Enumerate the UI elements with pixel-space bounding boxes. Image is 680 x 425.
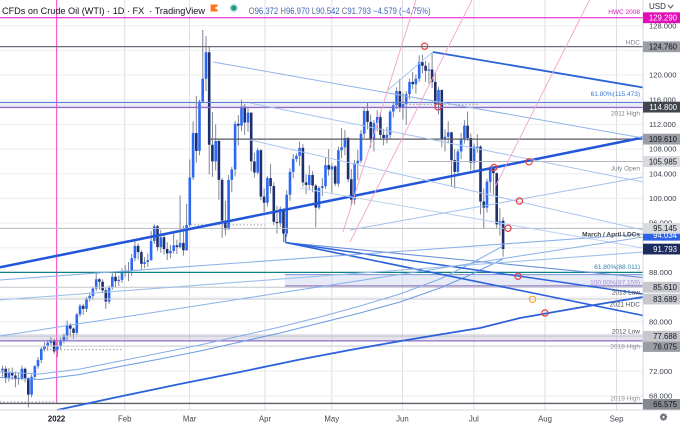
svg-text:2013 Low: 2013 Low	[612, 290, 640, 297]
svg-text:66.575: 66.575	[653, 400, 678, 409]
svg-text:109.610: 109.610	[649, 135, 678, 144]
svg-text:116.000: 116.000	[649, 95, 676, 104]
svg-text:Mar: Mar	[183, 415, 197, 424]
svg-text:March / April LDCs: March / April LDCs	[582, 232, 640, 239]
svg-text:Jun: Jun	[396, 415, 409, 424]
svg-text:2022: 2022	[48, 415, 66, 424]
svg-text:Aug: Aug	[538, 415, 552, 424]
svg-text:Apr: Apr	[259, 415, 272, 424]
svg-text:114.800: 114.800	[649, 103, 677, 112]
svg-text:CFDs on Crude Oil (WTI) · 1D ·: CFDs on Crude Oil (WTI) · 1D · FX · Trad…	[2, 6, 205, 17]
svg-text:Feb: Feb	[118, 415, 132, 424]
svg-text:72.000: 72.000	[649, 367, 672, 376]
svg-text:100.000: 100.000	[649, 194, 676, 203]
svg-text:2018 High: 2018 High	[610, 344, 640, 351]
svg-text:61.80%(115.473): 61.80%(115.473)	[591, 91, 640, 98]
svg-text:95.145: 95.145	[653, 224, 678, 233]
svg-text:2021 HDC: 2021 HDC	[610, 302, 641, 309]
svg-text:124.760: 124.760	[649, 43, 678, 52]
svg-text:100.00%(87.159): 100.00%(87.159)	[590, 280, 640, 287]
svg-text:80.000: 80.000	[649, 317, 672, 326]
svg-text:61.80%(88.011): 61.80%(88.011)	[594, 264, 640, 271]
svg-text:128.000: 128.000	[649, 21, 676, 30]
svg-text:USD: USD	[649, 2, 666, 11]
svg-text:HDC: HDC	[626, 40, 640, 47]
svg-text:91.793: 91.793	[653, 245, 677, 254]
svg-text:77.688: 77.688	[653, 332, 677, 341]
svg-text:129.290: 129.290	[649, 14, 678, 23]
svg-text:HWC 2008: HWC 2008	[608, 9, 640, 16]
svg-text:104.000: 104.000	[649, 169, 676, 178]
svg-text:O96.372 H96.970 L90.542 C91.79: O96.372 H96.970 L90.542 C91.793 −4.579 (…	[249, 6, 431, 16]
svg-text:120.000: 120.000	[649, 71, 676, 80]
svg-text:112.000: 112.000	[649, 120, 676, 129]
svg-text:85.610: 85.610	[653, 283, 678, 292]
svg-text:105.985: 105.985	[649, 157, 678, 166]
svg-text:Jul: Jul	[469, 415, 479, 424]
svg-text:88.000: 88.000	[649, 268, 672, 277]
svg-text:76.075: 76.075	[653, 342, 678, 351]
svg-text:May: May	[324, 415, 339, 424]
svg-text:94.034: 94.034	[653, 231, 678, 240]
svg-text:July Open: July Open	[611, 166, 641, 173]
svg-text:2012 Low: 2012 Low	[612, 329, 640, 336]
svg-text:2019 High: 2019 High	[610, 396, 640, 403]
svg-text:Sep: Sep	[610, 415, 625, 424]
svg-text:108.000: 108.000	[649, 145, 676, 154]
svg-text:68.000: 68.000	[649, 391, 672, 400]
svg-text:83.689: 83.689	[653, 295, 677, 304]
svg-text:2011 High: 2011 High	[611, 111, 641, 118]
